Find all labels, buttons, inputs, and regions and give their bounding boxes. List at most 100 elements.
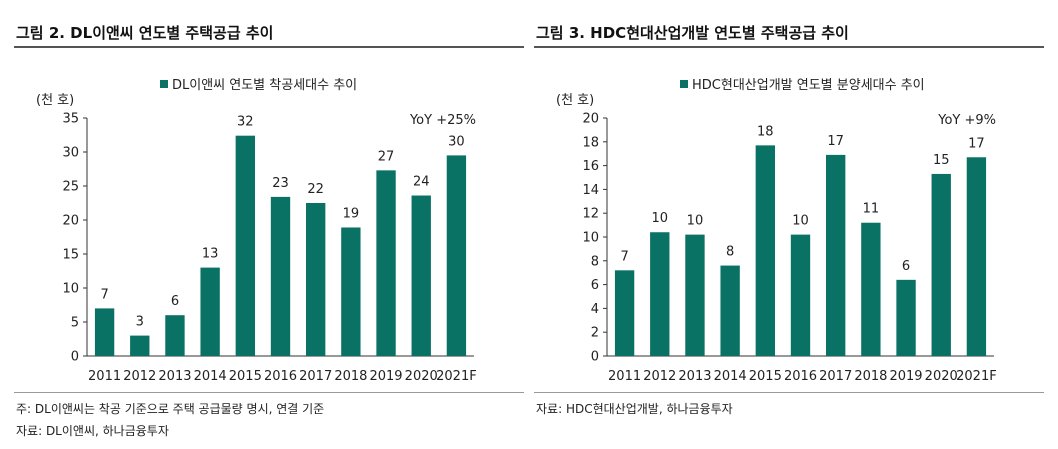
bar xyxy=(896,279,916,356)
bar xyxy=(650,232,670,356)
y-tick-label: 8 xyxy=(591,254,599,269)
data-label: 6 xyxy=(902,259,910,274)
x-tick-label: 2015 xyxy=(749,369,782,384)
x-tick-label: 2013 xyxy=(678,369,711,384)
footnote: 주: DL이앤씨는 착공 기준으로 주택 공급물량 명시, 연결 기준 xyxy=(16,402,325,416)
x-tick-label: 2011 xyxy=(88,369,121,384)
bar xyxy=(165,315,185,356)
y-tick-label: 4 xyxy=(591,302,599,317)
x-tick-label: 2019 xyxy=(889,369,922,384)
y-tick-label: 35 xyxy=(62,112,79,127)
data-label: 22 xyxy=(307,182,324,197)
x-tick-label: 2018 xyxy=(854,369,887,384)
y-tick-label: 16 xyxy=(582,159,599,174)
data-label: 18 xyxy=(757,124,774,139)
x-tick-label: 2021F xyxy=(956,369,997,384)
notes-divider xyxy=(534,392,1044,393)
bar xyxy=(341,227,361,356)
y-tick-label: 0 xyxy=(71,350,79,365)
data-label: 30 xyxy=(448,134,465,149)
bar xyxy=(861,222,881,356)
hdc-bar-chart: HDC현대산업개발 연도별 분양세대수 추이 (천 호) YoY +9% 0 2 4 6 8 1… xyxy=(556,78,997,384)
x-tick-label: 2016 xyxy=(784,369,817,384)
bar xyxy=(614,270,635,356)
x-tick-label: 2019 xyxy=(369,369,402,384)
data-label: 13 xyxy=(202,247,219,262)
x-tick-label: 2015 xyxy=(229,369,262,384)
panel-dl-enc: 그림 2. DL이앤씨 연도별 주택공급 추이 DL이앤씨 연도별 착공세대수 … xyxy=(14,0,524,449)
x-tick-label: 2014 xyxy=(714,369,747,384)
data-label: 10 xyxy=(687,214,704,229)
y-tick-label: 15 xyxy=(62,248,79,263)
dl-enc-bar-chart: DL이앤씨 연도별 착공세대수 추이(천 호)YoY +25%051015202… xyxy=(36,78,477,384)
source-note: 자료: DL이앤씨, 하나금융투자 xyxy=(16,424,169,438)
data-label: 19 xyxy=(343,206,360,221)
y-tick-label: 20 xyxy=(582,112,599,127)
x-tick-label: 2012 xyxy=(643,369,676,384)
bar xyxy=(966,157,987,356)
notes-divider xyxy=(14,392,524,393)
data-label: 17 xyxy=(968,136,985,151)
data-label: 8 xyxy=(726,245,734,260)
source-note: 자료: HDC현대산업개발, 하나금융투자 xyxy=(536,402,733,416)
y-tick-label: 0 xyxy=(591,350,599,365)
legend-swatch xyxy=(680,80,688,88)
data-label: 24 xyxy=(413,175,430,190)
y-tick-label: 25 xyxy=(62,180,79,195)
data-label: 15 xyxy=(933,153,950,168)
bar xyxy=(376,170,396,356)
figure-title: 그림 2. DL이앤씨 연도별 주택공급 추이 xyxy=(16,24,274,42)
bar xyxy=(826,154,846,356)
x-tick-label: 2018 xyxy=(334,369,367,384)
legend-label: DL이앤씨 연도별 착공세대수 추이 xyxy=(172,78,357,93)
x-tick-label: 2017 xyxy=(819,369,852,384)
y-tick-label: 18 xyxy=(582,135,599,150)
bar xyxy=(130,335,150,356)
bar xyxy=(235,135,255,356)
data-label: 32 xyxy=(237,115,254,130)
y-tick-label: 10 xyxy=(582,231,599,246)
data-label: 23 xyxy=(272,176,289,191)
bar xyxy=(411,195,431,356)
figure-title: 그림 3. HDC현대산업개발 연도별 주택공급 추이 xyxy=(536,24,849,42)
bar xyxy=(685,234,705,356)
bar xyxy=(446,155,467,356)
yoy-annotation: YoY +9% xyxy=(937,113,996,128)
y-tick-label: 20 xyxy=(62,214,79,229)
bar xyxy=(931,173,951,356)
bar xyxy=(200,267,220,356)
y-tick-label: 12 xyxy=(582,207,599,222)
y-tick-label: 5 xyxy=(71,316,79,331)
x-tick-label: 2020 xyxy=(405,369,438,384)
title-divider xyxy=(14,46,524,48)
y-unit-label: (천 호) xyxy=(36,93,74,108)
y-tick-label: 6 xyxy=(591,278,599,293)
bar xyxy=(755,145,775,356)
y-tick-label: 10 xyxy=(62,282,79,297)
bar xyxy=(790,234,811,356)
x-tick-label: 2013 xyxy=(158,369,191,384)
x-tick-label: 2014 xyxy=(194,369,227,384)
x-tick-label: 2020 xyxy=(925,369,958,384)
x-tick-label: 2011 xyxy=(608,369,641,384)
x-tick-label: 2016 xyxy=(264,369,297,384)
legend-swatch xyxy=(160,80,168,88)
bar xyxy=(94,308,115,356)
data-label: 10 xyxy=(651,211,668,226)
data-label: 7 xyxy=(100,287,108,302)
data-label: 10 xyxy=(792,214,809,229)
bar xyxy=(270,196,291,356)
legend-label: HDC현대산업개발 연도별 분양세대수 추이 xyxy=(692,78,925,93)
data-label: 17 xyxy=(827,134,844,149)
x-tick-label: 2017 xyxy=(299,369,332,384)
y-tick-label: 14 xyxy=(582,183,599,198)
yoy-annotation: YoY +25% xyxy=(409,113,476,128)
data-label: 6 xyxy=(171,294,179,309)
y-tick-label: 30 xyxy=(62,146,79,161)
y-tick-label: 2 xyxy=(591,326,599,341)
data-label: 27 xyxy=(378,149,395,164)
data-label: 7 xyxy=(620,249,628,264)
data-label: 11 xyxy=(863,202,880,217)
bar xyxy=(306,203,326,356)
panel-hdc: 그림 3. HDC현대산업개발 연도별 주택공급 추이 HDC현대산업개발 연도… xyxy=(534,0,1044,449)
